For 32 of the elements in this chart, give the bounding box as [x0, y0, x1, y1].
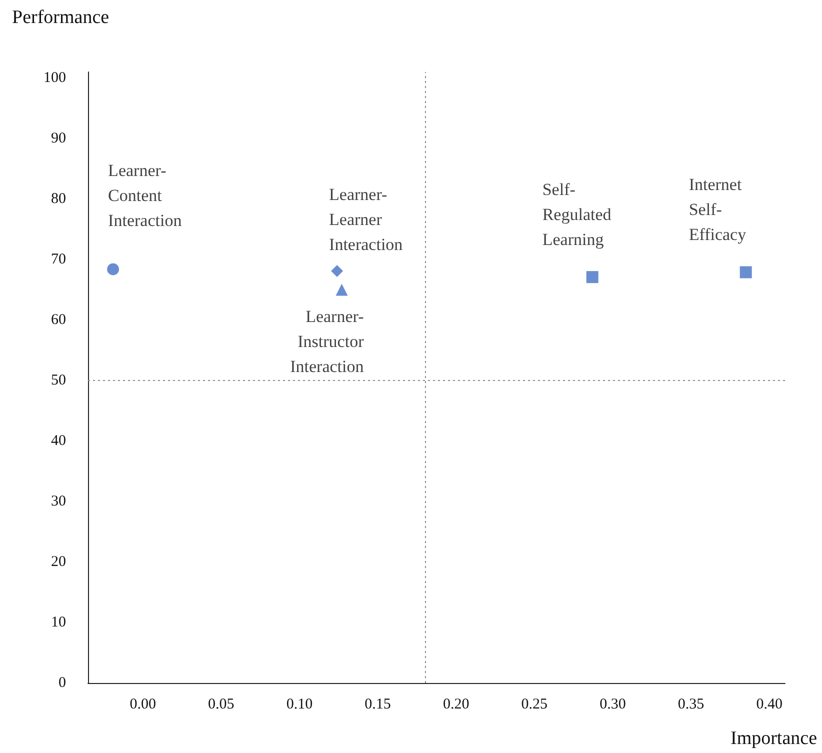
x-tick-label: 0.05 [208, 696, 234, 712]
y-tick-label: 50 [51, 372, 66, 389]
series-label: Learner-Learner Interaction [329, 185, 404, 254]
y-tick-label: 90 [51, 130, 66, 147]
series-label: Internet Self-Efficacy [688, 175, 747, 244]
y-tick-label: 10 [51, 614, 66, 631]
x-tick-label: 0.20 [442, 696, 470, 712]
y-tick-label: 100 [44, 70, 66, 86]
point [336, 284, 348, 296]
y-tick-label: 0 [58, 675, 66, 691]
x-tick-label: 0.15 [364, 696, 391, 712]
y-tick-label: 20 [51, 554, 66, 570]
y-tick-label: 60 [51, 312, 66, 328]
x-tick-label: 0.25 [521, 696, 548, 712]
series-label: Self-Regulated Learning [542, 180, 612, 250]
x-axis-title: Importance [730, 728, 818, 749]
series-label: Learner-Content Interaction [108, 161, 182, 230]
point [331, 265, 344, 278]
x-tick-label: 0.35 [678, 696, 704, 712]
x-tick-label: 0.30 [600, 696, 626, 712]
point [740, 266, 752, 278]
point [107, 263, 120, 276]
x-tick-label: 0.40 [756, 696, 782, 712]
y-tick-label: 70 [51, 252, 66, 268]
x-tick-label: 0.00 [130, 696, 156, 712]
series-label: Learner-Instructor Interaction [290, 306, 364, 376]
x-tick-label: 0.10 [286, 696, 313, 712]
y-axis-title: Performance [12, 7, 110, 28]
point [586, 271, 598, 284]
y-tick-label: 80 [51, 191, 66, 208]
y-tick-label: 40 [51, 433, 66, 450]
y-tick-label: 30 [51, 494, 66, 510]
